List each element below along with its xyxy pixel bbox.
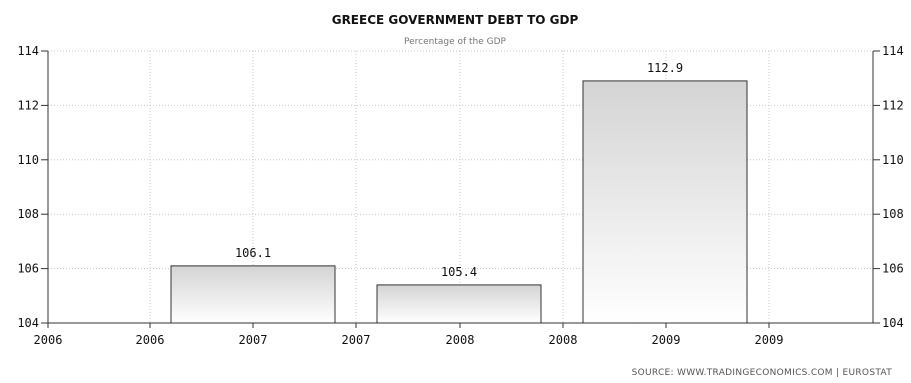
y-tick-label-right: 112 [882,98,904,112]
data-label-2007: 106.1 [235,246,271,260]
x-tick-label: 2009 [652,333,681,347]
y-tick-label-left: 106 [17,262,39,276]
bar-2009 [582,80,748,324]
bar-2008 [376,284,542,324]
y-tick-label-right: 106 [882,262,904,276]
y-tick-label-left: 112 [17,98,39,112]
source-note: SOURCE: WWW.TRADINGECONOMICS.COM | EUROS… [632,368,893,378]
x-tick-label: 2006 [34,333,63,347]
chart-subtitle: Percentage of the GDP [404,37,507,47]
data-label-2008: 105.4 [441,265,477,279]
y-tick-label-right: 114 [882,44,904,58]
y-tick-label-right: 104 [882,316,904,330]
x-tick-label: 2007 [239,333,268,347]
y-tick-label-left: 108 [17,207,39,221]
x-tick-label: 2006 [136,333,165,347]
y-tick-label-left: 114 [17,44,39,58]
y-tick-label-left: 110 [17,153,39,167]
x-tick-label: 2008 [446,333,475,347]
x-tick-label: 2009 [755,333,784,347]
y-tick-label-right: 110 [882,153,904,167]
x-tick-label: 2007 [342,333,371,347]
data-labels: 106.1 105.4 112.9 [235,61,683,279]
bar-2007 [170,265,336,324]
y-tick-label-right: 108 [882,207,904,221]
data-label-2009: 112.9 [647,61,683,75]
bars [170,80,748,324]
x-tick-label: 2008 [549,333,578,347]
axes: 104 104 106 106 108 108 110 110 112 112 114 114 2006… [17,44,903,347]
chart-title: GREECE GOVERNMENT DEBT TO GDP [332,13,579,27]
y-tick-label-left: 104 [17,316,39,330]
